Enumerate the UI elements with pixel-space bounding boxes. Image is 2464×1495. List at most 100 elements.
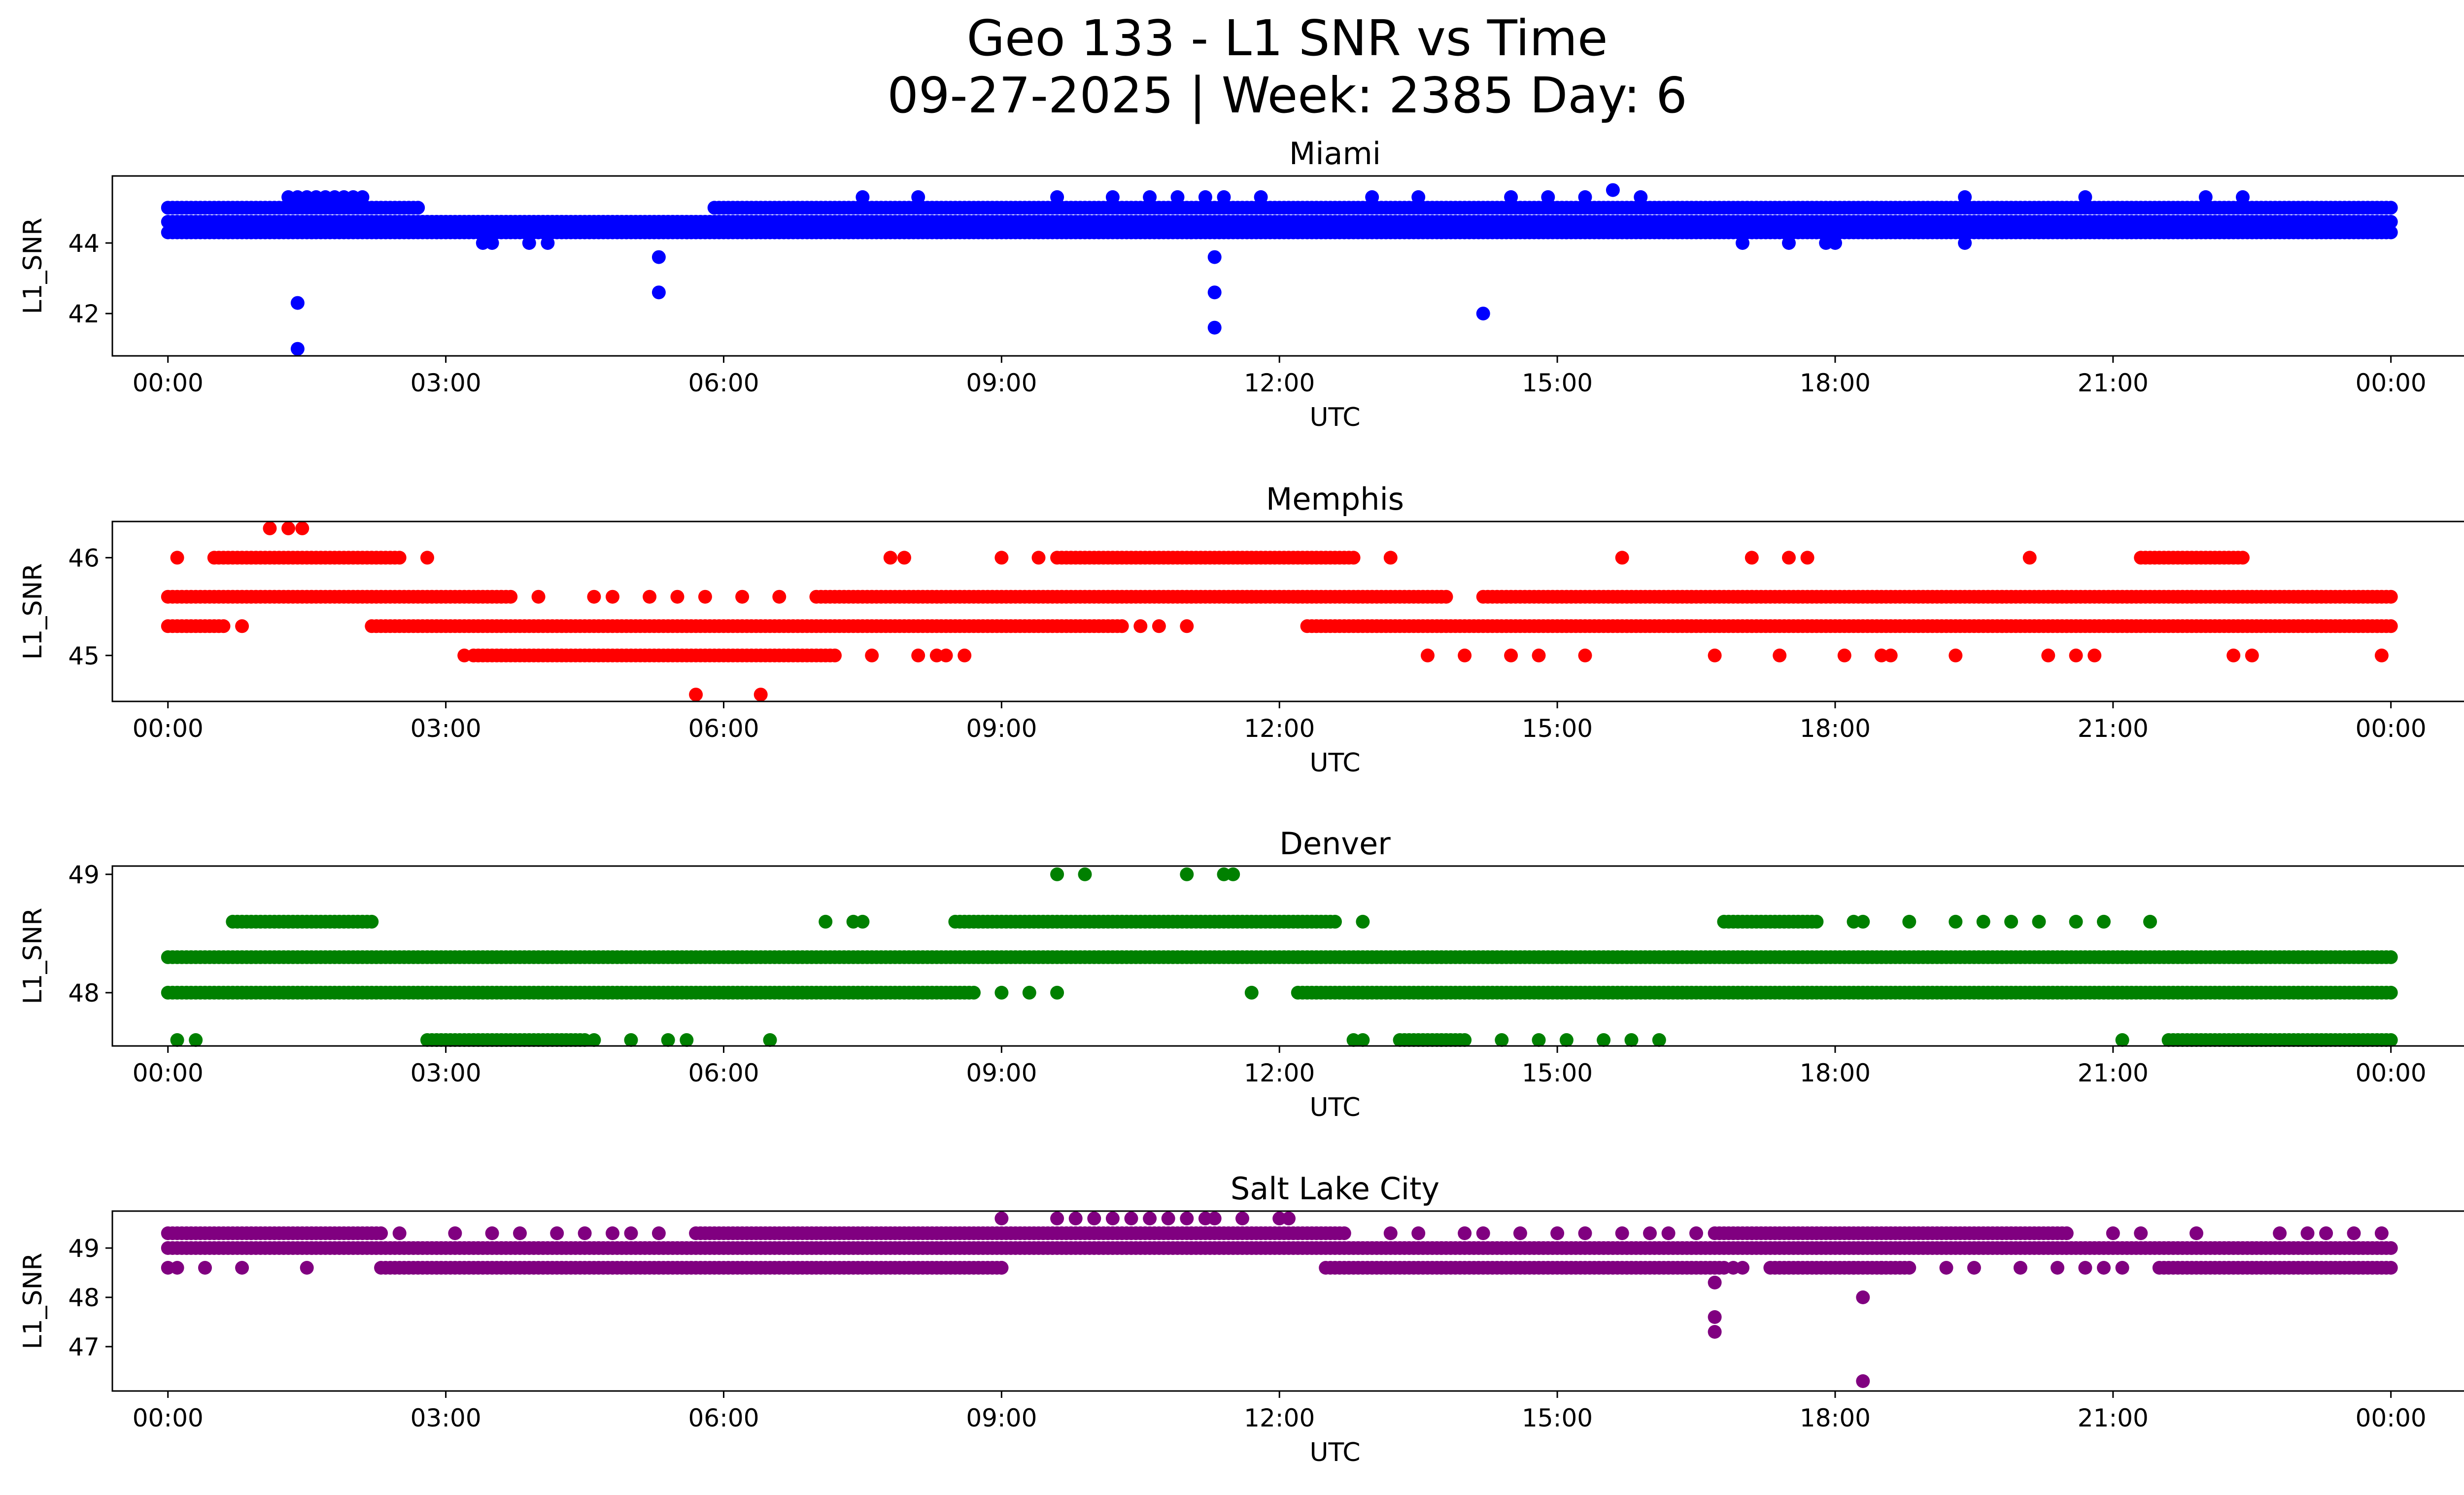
miami-x-tick-label: 00:00	[2356, 369, 2427, 397]
salt-lake-city-point	[1847, 1261, 1861, 1275]
salt-lake-city-x-tick-label: 12:00	[1244, 1404, 1315, 1432]
salt-lake-city-point	[1337, 1226, 1351, 1240]
denver-point	[1050, 985, 1064, 1000]
miami-point	[856, 190, 870, 204]
denver-axes-frame	[111, 865, 2464, 1047]
denver-x-tick-label: 15:00	[1522, 1059, 1593, 1087]
memphis-point	[897, 551, 911, 565]
denver-point	[2384, 1033, 2398, 1047]
denver-x-tick-label: 00:00	[133, 1059, 204, 1087]
panel-salt-lake-city: 00:00 03:00 06:00 09:00 12:00 15:00 18:00 21:00…	[18, 1171, 2464, 1467]
denver-point	[967, 985, 981, 1000]
salt-lake-city-point	[1105, 1212, 1120, 1225]
memphis-point	[1773, 648, 1787, 662]
salt-lake-city-point	[2273, 1226, 2287, 1240]
denver-x-tick-label: 03:00	[411, 1059, 481, 1087]
salt-lake-city-point	[1550, 1226, 1565, 1240]
panel-memphis: 00:00 03:00 06:00 09:00 12:00 15:00 18:00 21:00…	[18, 481, 2464, 778]
salt-lake-city-point	[606, 1226, 619, 1240]
miami-y-label: L1_SNR	[18, 217, 48, 314]
denver-point	[1244, 985, 1259, 1000]
salt-lake-city-point	[2374, 1226, 2389, 1240]
miami-point	[1207, 250, 1222, 264]
miami-x-tick-label: 12:00	[1244, 369, 1315, 397]
memphis-point	[420, 551, 434, 565]
salt-lake-city-point	[1708, 1310, 1722, 1324]
memphis-x-tick-label: 00:00	[133, 714, 204, 743]
denver-x-tick-label: 12:00	[1244, 1059, 1315, 1087]
salt-lake-city-x-tick-label: 09:00	[966, 1404, 1037, 1432]
denver-point	[1022, 985, 1036, 1000]
salt-lake-city-x-tick-label: 18:00	[1800, 1404, 1871, 1432]
miami-point	[485, 236, 499, 250]
memphis-point	[1439, 590, 1453, 604]
memphis-point	[1115, 619, 1129, 633]
salt-lake-city-point	[2051, 1261, 2064, 1275]
salt-lake-city-point	[1708, 1276, 1722, 1289]
miami-point	[1782, 236, 1796, 250]
denver-x-tick-label: 18:00	[1800, 1059, 1871, 1087]
memphis-point	[772, 590, 787, 604]
miami-point	[651, 250, 666, 264]
memphis-x-tick-label: 09:00	[966, 714, 1037, 743]
denver-y-tick-label: 48	[68, 979, 100, 1008]
denver-title: Denver	[1279, 826, 1391, 862]
memphis-x-tick-label: 06:00	[688, 714, 759, 743]
memphis-point	[2236, 551, 2250, 565]
denver-point	[763, 1033, 777, 1047]
miami-point	[1143, 190, 1157, 204]
miami-x-tick-label: 18:00	[1800, 369, 1871, 397]
memphis-point	[170, 551, 184, 565]
denver-point	[587, 1033, 601, 1047]
salt-lake-city-point	[2384, 1241, 2398, 1255]
memphis-point	[1837, 648, 1851, 662]
denver-point	[1624, 1033, 1639, 1047]
salt-lake-city-point	[1050, 1212, 1064, 1225]
salt-lake-city-point	[2078, 1261, 2092, 1275]
denver-x-label: UTC	[1309, 1093, 1360, 1122]
memphis-point	[1615, 551, 1629, 565]
salt-lake-city-point	[1161, 1212, 1175, 1225]
salt-lake-city-point	[2347, 1226, 2361, 1240]
memphis-point	[2069, 648, 2083, 662]
denver-x-tick-label: 21:00	[2078, 1059, 2149, 1087]
miami-point	[2384, 201, 2398, 215]
salt-lake-city-point	[2190, 1226, 2203, 1240]
salt-lake-city-point	[1143, 1212, 1157, 1225]
miami-x-tick-label: 15:00	[1522, 369, 1593, 397]
salt-lake-city-point	[448, 1226, 462, 1240]
panel-denver: 00:00 03:00 06:00 09:00 12:00 15:00 18:00 21:00…	[18, 826, 2464, 1122]
miami-point	[1170, 190, 1185, 204]
miami-point	[1207, 320, 1222, 335]
salt-lake-city-x-tick-label: 00:00	[2356, 1404, 2427, 1432]
miami-point	[1365, 190, 1379, 204]
salt-lake-city-point	[2384, 1261, 2398, 1275]
salt-lake-city-point	[1235, 1212, 1249, 1225]
memphis-x-label: UTC	[1309, 748, 1360, 778]
denver-y-tick-label: 49	[68, 861, 100, 889]
salt-lake-city-x-label: UTC	[1309, 1438, 1360, 1467]
memphis-point	[263, 521, 277, 535]
denver-point	[1902, 914, 1916, 929]
salt-lake-city-point	[2300, 1226, 2315, 1240]
denver-point	[2384, 985, 2398, 1000]
miami-point	[522, 236, 536, 250]
salt-lake-city-point	[1411, 1226, 1426, 1240]
memphis-point	[295, 521, 309, 535]
memphis-point	[2226, 648, 2241, 662]
denver-point	[1856, 914, 1870, 929]
denver-point	[1050, 867, 1064, 881]
memphis-point	[2022, 551, 2037, 565]
panel-miami: 00:00 03:00 06:00 09:00 12:00 15:00 18:00 21:00…	[18, 136, 2464, 432]
miami-x-tick-label: 00:00	[133, 369, 204, 397]
miami-point	[2384, 215, 2398, 229]
salt-lake-city-point	[300, 1261, 314, 1275]
salt-lake-city-point	[1578, 1226, 1592, 1240]
memphis-x-tick-label: 00:00	[2356, 714, 2427, 743]
salt-lake-city-point	[1967, 1261, 1981, 1275]
denver-point	[2032, 914, 2046, 929]
salt-lake-city-point	[578, 1226, 592, 1240]
memphis-point	[504, 590, 518, 604]
miami-point	[2236, 190, 2250, 204]
